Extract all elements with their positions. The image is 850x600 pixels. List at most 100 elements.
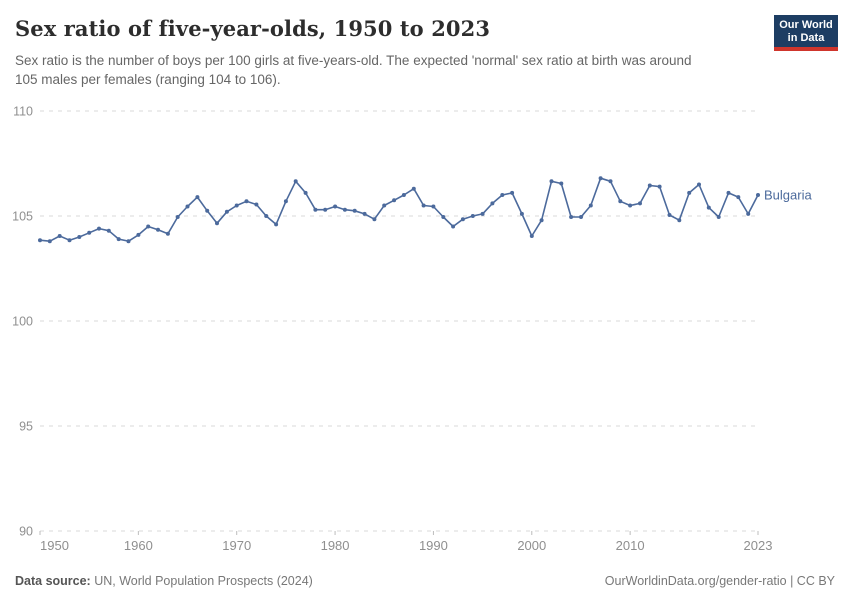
- data-point-2000[interactable]: [529, 234, 534, 238]
- data-point-1980[interactable]: [333, 204, 338, 209]
- data-point-1993[interactable]: [460, 217, 465, 222]
- y-tick-label-110: 110: [13, 104, 33, 118]
- x-tick-label-2010: 2010: [616, 538, 645, 553]
- data-point-1982[interactable]: [352, 208, 357, 213]
- data-point-1978[interactable]: [313, 207, 318, 212]
- data-point-2022[interactable]: [746, 211, 751, 216]
- data-point-1987[interactable]: [401, 193, 406, 197]
- data-point-2019[interactable]: [716, 215, 721, 219]
- data-point-2020[interactable]: [726, 190, 731, 195]
- x-tick-label-1980: 1980: [321, 538, 350, 553]
- data-point-2002[interactable]: [549, 179, 554, 184]
- data-point-2003[interactable]: [559, 181, 564, 186]
- data-point-1976[interactable]: [293, 179, 298, 184]
- data-point-1999[interactable]: [519, 211, 524, 216]
- series-label-bulgaria[interactable]: Bulgaria: [764, 188, 812, 203]
- data-point-1957[interactable]: [106, 228, 111, 233]
- x-tick-label-1970: 1970: [222, 538, 251, 553]
- data-point-1970[interactable]: [234, 203, 239, 208]
- data-point-1958[interactable]: [116, 237, 121, 242]
- data-point-1962[interactable]: [156, 227, 160, 232]
- owid-logo-line1: Our World: [779, 19, 833, 31]
- bulgaria-line[interactable]: [39, 177, 759, 242]
- data-point-2021[interactable]: [736, 195, 741, 200]
- data-point-2005[interactable]: [579, 215, 583, 219]
- data-point-1967[interactable]: [205, 208, 210, 213]
- data-point-1953[interactable]: [67, 238, 72, 243]
- x-tick-label-2023: 2023: [744, 538, 773, 553]
- data-point-2001[interactable]: [539, 218, 544, 223]
- data-point-1965[interactable]: [185, 204, 190, 209]
- data-point-1952[interactable]: [57, 234, 62, 238]
- data-point-2023[interactable]: [756, 193, 760, 197]
- footer-link[interactable]: OurWorldinData.org/gender-ratio | CC BY: [604, 574, 835, 588]
- data-source-label: Data source:: [15, 574, 91, 588]
- x-tick-label-1960: 1960: [124, 538, 153, 553]
- data-point-1990[interactable]: [431, 204, 436, 209]
- data-point-2012[interactable]: [647, 183, 652, 188]
- chart-footer: Data source: UN, World Population Prospe…: [15, 572, 835, 588]
- data-point-2008[interactable]: [608, 179, 613, 184]
- data-point-2014[interactable]: [667, 213, 672, 217]
- data-point-1981[interactable]: [342, 207, 347, 212]
- data-point-1966[interactable]: [195, 195, 200, 200]
- data-point-1972[interactable]: [254, 202, 259, 207]
- data-point-1963[interactable]: [165, 231, 170, 236]
- owid-logo[interactable]: Our World in Data: [774, 15, 838, 51]
- data-point-1998[interactable]: [510, 190, 515, 195]
- data-point-1986[interactable]: [392, 198, 397, 203]
- data-point-1988[interactable]: [411, 186, 416, 191]
- data-point-1984[interactable]: [372, 217, 377, 222]
- data-point-1960[interactable]: [136, 232, 141, 237]
- x-tick-label-1990: 1990: [419, 538, 448, 553]
- y-tick-label-90: 90: [19, 524, 33, 538]
- data-point-1996[interactable]: [490, 201, 495, 206]
- data-point-1951[interactable]: [47, 239, 52, 244]
- data-point-2011[interactable]: [638, 201, 642, 206]
- y-tick-label-105: 105: [12, 209, 33, 223]
- data-point-2009[interactable]: [618, 199, 623, 204]
- data-point-2016[interactable]: [687, 190, 692, 195]
- y-tick-label-95: 95: [19, 419, 33, 433]
- data-source: Data source: UN, World Population Prospe…: [15, 574, 313, 588]
- data-point-1983[interactable]: [362, 211, 367, 216]
- data-point-2017[interactable]: [697, 182, 701, 187]
- data-point-1961[interactable]: [146, 224, 151, 229]
- data-point-1977[interactable]: [303, 190, 308, 195]
- data-point-2010[interactable]: [628, 203, 633, 208]
- data-point-1975[interactable]: [283, 199, 288, 204]
- data-point-1968[interactable]: [215, 221, 219, 226]
- data-point-2015[interactable]: [677, 218, 682, 223]
- data-point-1956[interactable]: [97, 226, 101, 231]
- data-point-1974[interactable]: [274, 222, 279, 227]
- data-point-1969[interactable]: [224, 209, 229, 214]
- data-point-1950[interactable]: [38, 238, 42, 243]
- data-point-1979[interactable]: [323, 207, 328, 212]
- data-point-1955[interactable]: [87, 230, 92, 235]
- data-point-1991[interactable]: [441, 215, 446, 219]
- data-point-1954[interactable]: [77, 235, 82, 239]
- data-point-2007[interactable]: [598, 176, 603, 181]
- page-title: Sex ratio of five-year-olds, 1950 to 202…: [15, 16, 491, 41]
- data-point-1971[interactable]: [244, 199, 249, 204]
- x-tick-label-2000: 2000: [517, 538, 546, 553]
- data-point-1992[interactable]: [451, 224, 456, 229]
- data-point-2018[interactable]: [706, 205, 711, 210]
- data-point-1964[interactable]: [175, 215, 180, 219]
- data-point-1995[interactable]: [480, 211, 485, 216]
- data-point-2006[interactable]: [588, 203, 593, 208]
- data-point-1985[interactable]: [382, 203, 387, 208]
- data-point-2013[interactable]: [657, 184, 662, 189]
- data-point-1989[interactable]: [421, 203, 426, 208]
- data-source-text: UN, World Population Prospects (2024): [90, 574, 313, 588]
- y-tick-label-100: 100: [12, 314, 33, 328]
- data-point-1997[interactable]: [500, 193, 505, 197]
- data-point-2004[interactable]: [569, 215, 574, 219]
- data-point-1994[interactable]: [470, 214, 475, 218]
- data-point-1959[interactable]: [126, 239, 131, 244]
- data-point-1973[interactable]: [264, 214, 269, 218]
- chart-subtitle: Sex ratio is the number of boys per 100 …: [15, 53, 692, 88]
